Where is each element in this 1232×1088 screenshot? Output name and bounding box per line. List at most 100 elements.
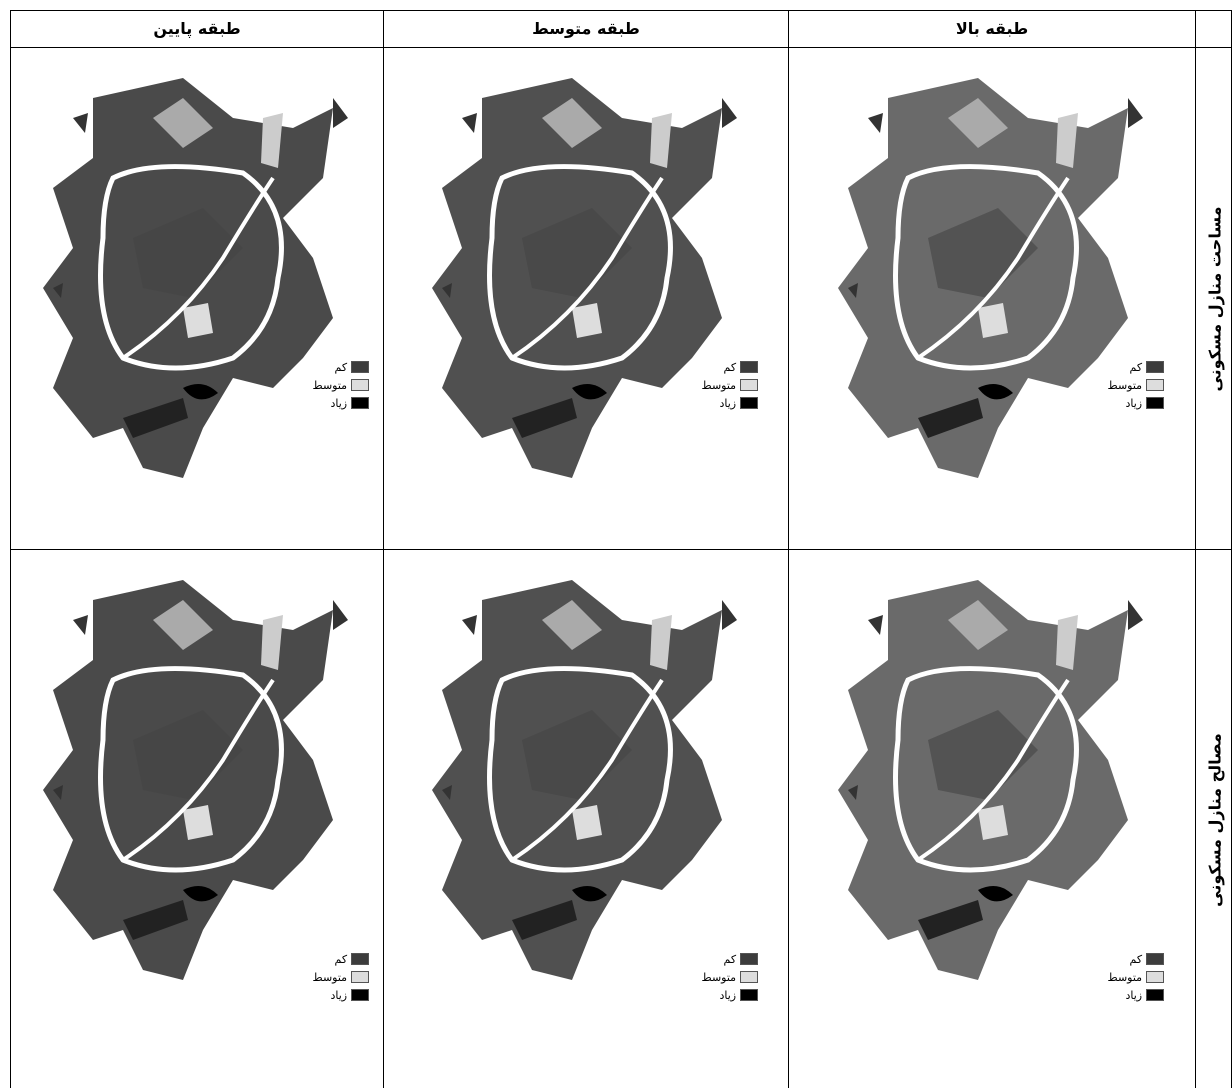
legend-label: متوسط [1107, 970, 1143, 984]
legend-swatch [1146, 971, 1165, 983]
legend-label: متوسط [701, 378, 737, 392]
legend-swatch [351, 361, 370, 373]
patch [977, 805, 1008, 840]
lake [182, 384, 218, 400]
legend: کم متوسط زیاد [1108, 950, 1165, 1004]
legend-item: متوسط [1108, 376, 1165, 394]
outlier [52, 98, 348, 298]
legend-item: کم [702, 358, 759, 376]
legend-swatch [1146, 361, 1165, 373]
city-map [837, 78, 1143, 478]
column-header: طبقه متوسط [383, 10, 788, 47]
legend: کم متوسط زیاد [313, 950, 370, 1004]
map-cell: کم متوسط زیاد [383, 47, 788, 549]
patch [947, 600, 1008, 650]
row-label: مساحت منازل مسکونی [1205, 206, 1224, 392]
patch [152, 600, 213, 650]
lake [977, 886, 1013, 902]
patch [132, 208, 243, 298]
legend-item: کم [1108, 358, 1165, 376]
legend: کم متوسط زیاد [1108, 358, 1165, 412]
legend-swatch [351, 379, 370, 391]
legend-item: کم [313, 358, 370, 376]
legend-swatch [351, 953, 370, 965]
legend-label: زیاد [719, 988, 737, 1002]
legend-item: زیاد [702, 986, 759, 1004]
legend-item: زیاد [702, 394, 759, 412]
legend-swatch [740, 971, 759, 983]
legend-swatch [351, 971, 370, 983]
road [916, 678, 1070, 862]
patch [917, 900, 983, 940]
road [121, 678, 275, 862]
corner-cell [1195, 10, 1232, 47]
outlier [847, 98, 1143, 298]
map-cell: کم متوسط زیاد [788, 549, 1195, 1088]
row-label-cell: مساحت منازل مسکونی [1195, 47, 1232, 549]
legend-swatch [1146, 953, 1165, 965]
patch [122, 398, 188, 438]
patch [571, 805, 602, 840]
legend-swatch [740, 953, 759, 965]
ring-road [486, 666, 673, 873]
patch [649, 615, 672, 670]
legend-label: کم [723, 952, 737, 966]
map [33, 58, 363, 488]
patch [977, 303, 1008, 338]
legend-label: متوسط [1107, 378, 1143, 392]
legend-label: کم [1129, 360, 1143, 374]
patch [927, 208, 1038, 298]
column-header: طبقه بالا [788, 10, 1195, 47]
road [510, 176, 664, 360]
legend-swatch [740, 379, 759, 391]
patch [511, 398, 577, 438]
patch [947, 98, 1008, 148]
lake [571, 384, 607, 400]
patch [132, 710, 243, 800]
legend-label: کم [723, 360, 737, 374]
patch [571, 303, 602, 338]
road [916, 176, 1070, 360]
patch [511, 900, 577, 940]
legend: کم متوسط زیاد [702, 358, 759, 412]
legend-swatch [740, 989, 759, 1001]
legend-swatch [351, 397, 370, 409]
legend: کم متوسط زیاد [702, 950, 759, 1004]
ring-road [97, 666, 284, 873]
legend-item: زیاد [313, 394, 370, 412]
legend-item: متوسط [1108, 968, 1165, 986]
patch [1055, 615, 1078, 670]
table: طبقه بالا طبقه متوسط طبقه پایین کم متوسط زیا… [10, 10, 1232, 1088]
map-cell: کم متوسط زیاد [788, 47, 1195, 549]
ring-road [892, 666, 1079, 873]
legend-item: زیاد [1108, 986, 1165, 1004]
patch [649, 113, 672, 168]
legend-label: کم [334, 952, 348, 966]
row-label-cell: مصالح منازل مسکونی [1195, 549, 1232, 1088]
legend-label: کم [334, 360, 348, 374]
outlier [441, 600, 737, 800]
legend-swatch [740, 397, 759, 409]
city-map [431, 580, 737, 980]
legend-swatch [740, 361, 759, 373]
patch [260, 113, 283, 168]
patch [152, 98, 213, 148]
lake [977, 384, 1013, 400]
patch [122, 900, 188, 940]
legend-item: کم [1108, 950, 1165, 968]
legend-label: زیاد [1125, 396, 1143, 410]
legend-label: متوسط [701, 970, 737, 984]
city-map [42, 580, 348, 980]
patch [1055, 113, 1078, 168]
map [422, 560, 752, 990]
patch [521, 710, 632, 800]
legend-item: کم [702, 950, 759, 968]
map [828, 560, 1158, 990]
legend-swatch [1146, 989, 1165, 1001]
patch [541, 600, 602, 650]
patch [521, 208, 632, 298]
city-map [42, 78, 348, 478]
ring-road [486, 164, 673, 371]
outlier [847, 600, 1143, 800]
